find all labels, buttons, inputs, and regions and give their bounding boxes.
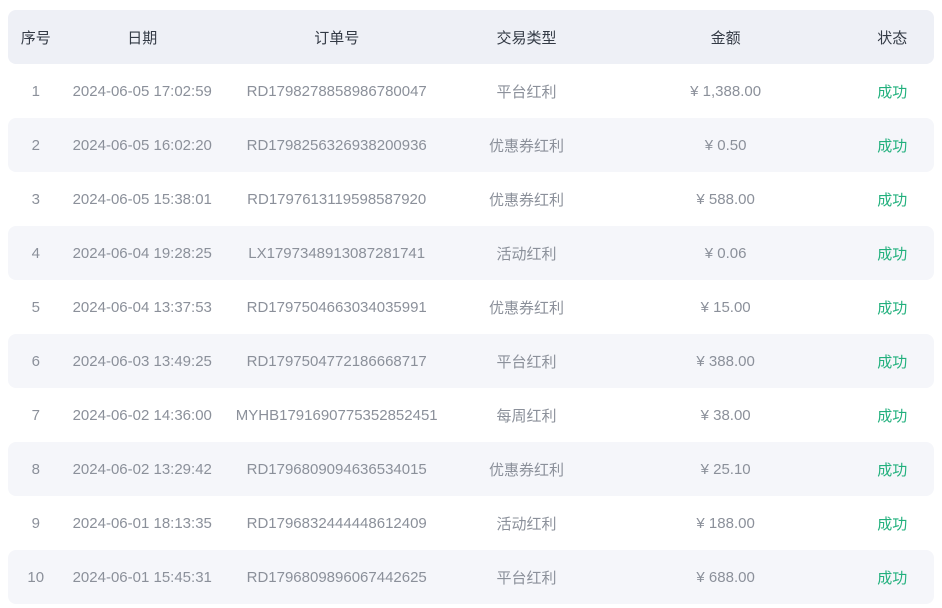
cell-index: 7: [31, 406, 40, 424]
cell-date: 2024-06-03 13:49:25: [63, 334, 221, 388]
table-row: 10 2024-06-01 15:45:31 RD179680989606744…: [8, 550, 934, 604]
cell-index: 3: [31, 190, 40, 208]
table-row: 4 2024-06-04 19:28:25 LX1797348913087281…: [8, 226, 934, 280]
column-header-amount: 金额: [600, 10, 851, 64]
cell-date: 2024-06-02 13:29:42: [63, 442, 221, 496]
column-header-index: 序号: [8, 10, 64, 64]
cell-amount: ¥ 25.10: [600, 442, 851, 496]
cell-amount: ¥ 188.00: [696, 514, 755, 532]
table-row: 9 2024-06-01 18:13:35 RD1796832444448612…: [8, 496, 934, 550]
cell-status: 成功: [877, 191, 908, 209]
cell-order-no: RD1796809896067442625: [220, 550, 453, 604]
cell-type: 平台红利: [496, 83, 557, 101]
cell-amount: ¥ 0.06: [600, 226, 851, 280]
cell-amount: ¥ 1,388.00: [690, 82, 762, 100]
table-row: 5 2024-06-04 13:37:53 RD1797504663034035…: [8, 280, 934, 334]
table-body: 1 2024-06-05 17:02:59 RD1798278858986780…: [8, 64, 934, 604]
cell-status: 成功: [850, 550, 934, 604]
cell-date: 2024-06-01 15:45:31: [63, 550, 221, 604]
cell-type: 平台红利: [452, 334, 601, 388]
cell-status: 成功: [877, 407, 908, 425]
column-header-status: 状态: [850, 10, 934, 64]
header-row: 序号 日期 订单号 交易类型 金额 状态: [8, 10, 934, 64]
cell-type: 平台红利: [452, 550, 601, 604]
table-row: 1 2024-06-05 17:02:59 RD1798278858986780…: [8, 64, 934, 118]
cell-date: 2024-06-04 13:37:53: [72, 298, 212, 316]
cell-index: 8: [8, 442, 64, 496]
cell-date: 2024-06-01 18:13:35: [72, 514, 212, 532]
cell-status: 成功: [877, 83, 908, 101]
cell-status: 成功: [850, 118, 934, 172]
cell-status: 成功: [850, 334, 934, 388]
cell-index: 5: [31, 298, 40, 316]
cell-index: 1: [31, 82, 40, 100]
cell-type: 优惠券红利: [452, 442, 601, 496]
cell-type: 优惠券红利: [489, 191, 565, 209]
cell-index: 9: [31, 514, 40, 532]
cell-type: 活动红利: [452, 226, 601, 280]
table-row: 8 2024-06-02 13:29:42 RD1796809094636534…: [8, 442, 934, 496]
column-header-order_no: 订单号: [220, 10, 453, 64]
cell-order-no: LX1797348913087281741: [220, 226, 453, 280]
cell-date: 2024-06-05 16:02:20: [63, 118, 221, 172]
cell-amount: ¥ 588.00: [696, 190, 755, 208]
cell-date: 2024-06-04 19:28:25: [63, 226, 221, 280]
column-header-date: 日期: [63, 10, 221, 64]
records-table: 序号 日期 订单号 交易类型 金额 状态 1 2024-06-05 17:02:59 RD…: [8, 10, 934, 604]
cell-order-no: RD1796832444448612409: [246, 514, 427, 532]
cell-status: 成功: [850, 226, 934, 280]
cell-order-no: RD1797504772186668717: [220, 334, 453, 388]
table-row: 3 2024-06-05 15:38:01 RD1797613119598587…: [8, 172, 934, 226]
cell-index: 2: [8, 118, 64, 172]
cell-amount: ¥ 15.00: [700, 298, 751, 316]
table-header: 序号 日期 订单号 交易类型 金额 状态: [8, 10, 934, 64]
table-row: 6 2024-06-03 13:49:25 RD1797504772186668…: [8, 334, 934, 388]
cell-date: 2024-06-05 15:38:01: [72, 190, 212, 208]
cell-type: 优惠券红利: [452, 118, 601, 172]
cell-index: 10: [8, 550, 64, 604]
column-header-type: 交易类型: [452, 10, 601, 64]
table-row: 7 2024-06-02 14:36:00 MYHB17916907753528…: [8, 388, 934, 442]
cell-index: 6: [8, 334, 64, 388]
cell-order-no: RD1796809094636534015: [220, 442, 453, 496]
cell-order-no: RD1798278858986780047: [246, 82, 427, 100]
cell-date: 2024-06-05 17:02:59: [72, 82, 212, 100]
cell-order-no: MYHB1791690775352852451: [235, 406, 438, 424]
cell-type: 活动红利: [496, 515, 557, 533]
cell-amount: ¥ 0.50: [600, 118, 851, 172]
cell-status: 成功: [850, 442, 934, 496]
cell-order-no: RD1797504663034035991: [246, 298, 427, 316]
cell-amount: ¥ 388.00: [600, 334, 851, 388]
cell-type: 优惠券红利: [489, 299, 565, 317]
cell-amount: ¥ 688.00: [600, 550, 851, 604]
cell-status: 成功: [877, 515, 908, 533]
cell-order-no: RD1797613119598587920: [247, 190, 427, 208]
cell-amount: ¥ 38.00: [700, 406, 751, 424]
cell-index: 4: [8, 226, 64, 280]
cell-type: 每周红利: [496, 407, 557, 425]
cell-order-no: RD1798256326938200936: [220, 118, 453, 172]
cell-status: 成功: [877, 299, 908, 317]
table-row: 2 2024-06-05 16:02:20 RD1798256326938200…: [8, 118, 934, 172]
cell-date: 2024-06-02 14:36:00: [72, 406, 212, 424]
